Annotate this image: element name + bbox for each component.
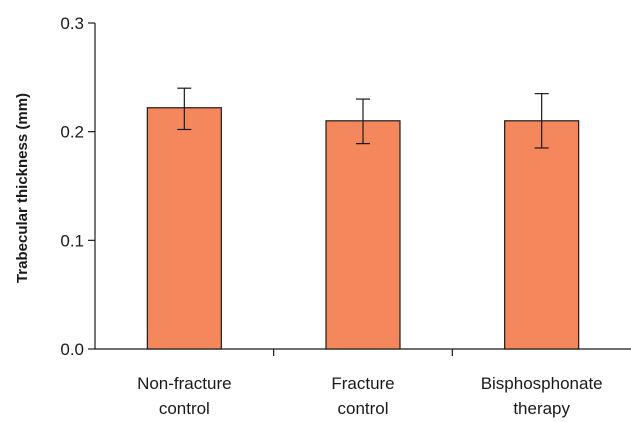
y-tick-label: 0.0 <box>60 340 84 359</box>
x-axis-labels: Non-fracture control Fracture control Bispho… <box>137 374 603 418</box>
x-category-label: control <box>159 399 210 418</box>
x-category-label: Fracture <box>331 374 394 393</box>
y-axis-title: Trabecular thickness (mm) <box>14 93 31 283</box>
x-category-label: Non-fracture <box>137 374 231 393</box>
x-axis-ticks <box>273 349 453 356</box>
bars <box>146 107 580 350</box>
x-category-label: Bisphosphonate <box>481 374 603 393</box>
y-axis-ticks: 0.0 0.1 0.2 0.3 <box>60 14 95 359</box>
error-bars <box>177 87 549 149</box>
bar <box>146 107 222 350</box>
y-tick-label: 0.1 <box>60 231 84 250</box>
x-category-label: therapy <box>513 399 570 418</box>
y-tick-label: 0.2 <box>60 123 84 142</box>
x-category-label: control <box>337 399 388 418</box>
bar <box>504 120 580 350</box>
bar <box>325 120 401 350</box>
y-tick-label: 0.3 <box>60 14 84 33</box>
